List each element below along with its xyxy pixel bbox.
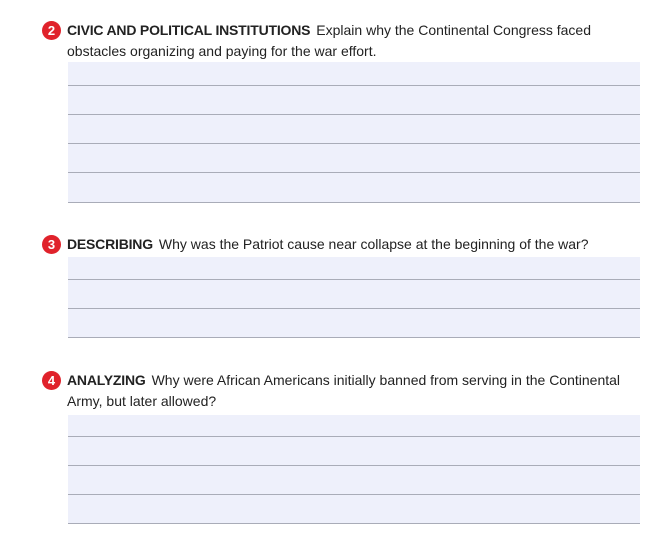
answer-line[interactable] bbox=[68, 173, 640, 203]
answer-line[interactable] bbox=[68, 62, 640, 86]
answer-line[interactable] bbox=[68, 86, 640, 115]
answer-line[interactable] bbox=[68, 144, 640, 173]
question-2: 2 CIVIC AND POLITICAL INSTITUTIONS Explai… bbox=[42, 20, 652, 62]
question-4: 4 ANALYZING Why were African Americans in… bbox=[42, 370, 652, 412]
answer-line[interactable] bbox=[68, 257, 640, 280]
answer-line[interactable] bbox=[68, 466, 640, 495]
answer-line[interactable] bbox=[68, 495, 640, 524]
answer-line[interactable] bbox=[68, 309, 640, 338]
question-label: DESCRIBING bbox=[67, 236, 153, 252]
question-label: CIVIC AND POLITICAL INSTITUTIONS bbox=[67, 22, 311, 38]
question-3: 3 DESCRIBING Why was the Patriot cause ne… bbox=[42, 234, 652, 255]
question-number-badge: 4 bbox=[42, 371, 61, 390]
answer-line[interactable] bbox=[68, 280, 640, 309]
question-prompt: Why was the Patriot cause near collapse … bbox=[158, 236, 589, 252]
answer-line[interactable] bbox=[68, 115, 640, 144]
answer-line[interactable] bbox=[68, 437, 640, 466]
question-label: ANALYZING bbox=[67, 372, 146, 388]
question-number-badge: 3 bbox=[42, 235, 61, 254]
question-number-badge: 2 bbox=[42, 21, 61, 40]
answer-line[interactable] bbox=[68, 415, 640, 437]
question-prompt: Why were African Americans initially ban… bbox=[67, 372, 621, 409]
question-prompt: Explain why the Continental Congress fac… bbox=[67, 22, 591, 59]
